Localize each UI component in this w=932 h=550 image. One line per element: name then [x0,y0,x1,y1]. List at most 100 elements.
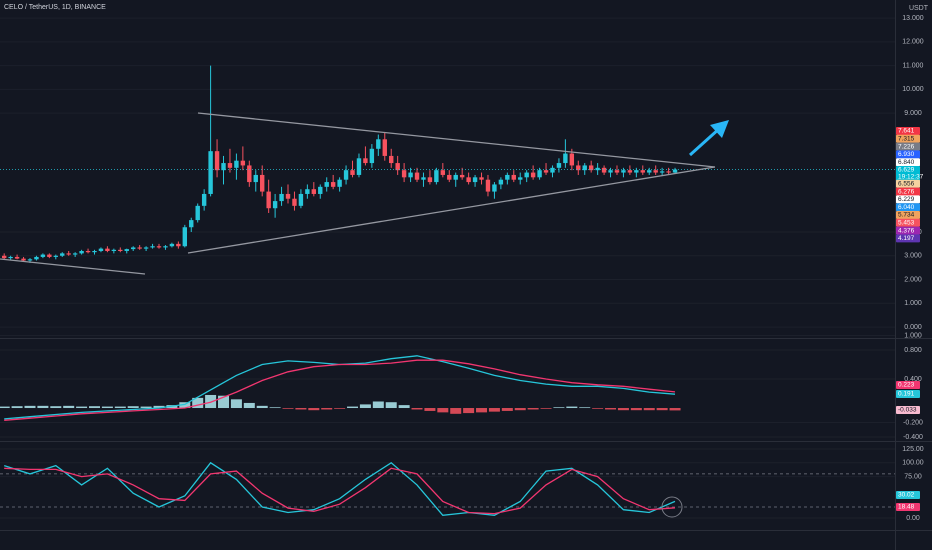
histogram-bar [88,406,100,409]
candle-body [318,186,323,194]
value-badge [896,203,920,212]
histogram-bar [218,395,230,409]
candle-body [324,182,329,187]
value-badge [896,218,920,227]
value-badge-label: 30.02 [898,492,915,499]
candle-body [195,205,200,221]
candle-body [234,160,239,168]
value-badge-label: 6.276 [898,188,915,195]
histogram-bar [656,408,668,411]
candle-body [253,174,258,183]
histogram-bar [295,408,307,410]
histogram-bar [321,408,333,410]
y-tick-label: 11.000 [903,62,924,69]
candle-body [150,246,155,248]
arrow [688,126,722,157]
candle-body [479,177,484,180]
value-badge-label: 6.040 [898,204,915,211]
histogram-bar [230,399,242,409]
histogram-bar [24,405,36,409]
candle-body [389,155,394,164]
marks [0,65,895,516]
candle-body [356,158,362,175]
value-badge-label: 6.840 [898,159,915,166]
candle-body [453,174,458,180]
candle-body [621,170,626,173]
candle-body [485,179,491,192]
candle-body [608,170,613,173]
countdown-label: 19:12:37 [898,174,924,181]
histogram-bar [566,406,578,409]
histogram-bar [372,401,384,409]
value-badge-label: 0.191 [898,391,915,398]
value-badge [896,127,920,135]
y-tick-label: 0.000 [904,324,922,331]
histogram-bar [205,394,217,409]
value-badge [896,491,920,499]
candle-body [537,170,542,178]
histogram-bar [140,406,152,409]
candle-body [8,256,13,259]
histogram-bar [411,408,423,410]
candle-body [118,249,123,252]
histogram-bar [63,405,75,409]
candle-body [614,170,620,173]
value-badge-label: 5.453 [898,220,915,227]
candle-body [40,254,46,257]
candle-body [466,177,471,183]
candle-body [440,170,446,175]
candle-body [21,258,26,261]
histogram-bar [463,408,475,414]
candle-body [569,153,575,166]
histogram-bar [308,408,320,411]
histogram-bar [437,408,449,413]
candle-body [227,163,233,168]
candle-body [105,248,110,252]
candle-body [640,170,645,173]
value-badge [896,134,920,143]
candle-body [260,174,265,192]
candle-body [72,253,78,255]
candle-body [434,170,439,183]
value-badge [896,503,920,511]
candle-body [247,165,252,183]
candle-body [363,158,368,164]
histogram-bar [334,408,346,409]
y-tick-label: -0.200 [903,419,923,426]
candle-body [169,243,175,247]
histogram-bar [617,408,629,411]
histogram-bar [127,406,139,409]
candle-body [459,174,465,178]
histogram-bar [101,406,113,409]
value-badge-label: 6.556 [898,181,915,188]
value-badge [896,158,920,167]
candle-body [414,172,420,180]
trendline [187,166,716,254]
candle-body [279,193,284,202]
candle-body [176,243,181,247]
candle-body [498,179,504,185]
candle-body [582,165,587,171]
value-badge [896,211,920,219]
value-badge [896,406,920,414]
candle-body [92,251,97,253]
currency-label: USDT [909,5,929,12]
candle-body [530,172,536,178]
candle-body [408,172,413,178]
y-tick-label: -0.400 [903,434,923,441]
candle-body [53,255,58,257]
histogram-bar [282,408,294,409]
value-badge-label: 18.48 [898,504,915,511]
candle-body [401,170,407,178]
value-badge [896,179,920,188]
indicator-line [4,359,676,421]
candle-body [111,249,117,252]
histogram-bar [553,407,565,409]
candle-body [201,193,207,206]
y-tick-label: 0.800 [904,347,922,354]
trendline [0,258,146,275]
histogram-bar [192,397,204,409]
symbol-title: CELO / TetherUS, 1D, BINANCE [4,4,106,11]
